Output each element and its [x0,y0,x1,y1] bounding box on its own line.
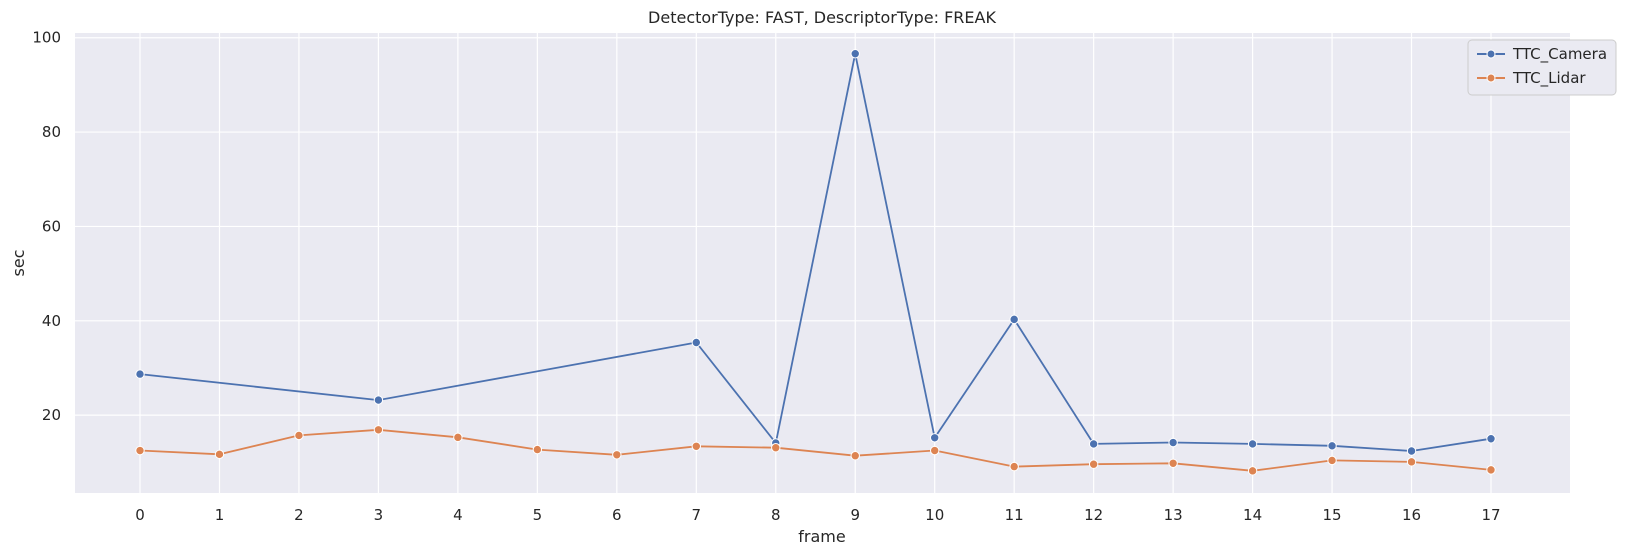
data-point-ttc-lidar [1406,457,1417,467]
x-tick-label: 12 [1084,506,1103,524]
x-tick-label: 2 [294,506,304,524]
data-point-ttc-lidar [532,444,543,455]
data-point-ttc-camera [1486,434,1496,444]
x-tick-label: 13 [1164,506,1183,524]
data-point-ttc-camera [1088,439,1099,449]
data-point-ttc-camera [850,49,860,59]
data-point-ttc-camera [1406,446,1417,456]
x-tick-label: 10 [925,506,944,524]
chart-title: DetectorType: FAST, DescriptorType: FREA… [648,8,996,27]
data-point-ttc-camera [1168,437,1178,448]
data-point-ttc-camera [1247,439,1258,449]
x-tick-label: 6 [612,506,622,524]
x-axis-label: frame [798,527,845,546]
plot-background [75,33,1570,493]
legend: TTC_Camera TTC_Lidar [1467,39,1617,96]
data-point-ttc-camera [373,395,384,405]
grid [75,33,1570,493]
y-tick-label: 40 [42,312,61,330]
x-tick-label: 8 [771,506,781,524]
data-point-ttc-camera [691,337,701,348]
x-tick-label: 4 [453,506,463,524]
x-tick-label: 11 [1005,506,1024,524]
data-point-ttc-lidar [135,445,145,456]
data-point-ttc-lidar [930,445,940,456]
data-point-ttc-lidar [1088,459,1099,469]
data-point-ttc-lidar [850,451,860,461]
data-point-ttc-lidar [453,432,463,443]
y-tick-label: 60 [42,217,61,235]
x-tick-label: 0 [135,506,145,524]
data-point-ttc-lidar [1486,465,1496,475]
data-point-ttc-camera [1327,441,1337,451]
data-point-ttc-camera [1009,314,1019,325]
x-tick-label: 9 [850,506,860,524]
legend-label-lidar: TTC_Lidar [1512,69,1586,88]
y-tick-label: 100 [32,29,61,47]
x-tick-label: 16 [1402,506,1421,524]
legend-label-camera: TTC_Camera [1512,45,1607,64]
x-tick-label: 17 [1481,506,1500,524]
series-ttc-lidar [135,425,1496,476]
x-tick-label: 3 [374,506,384,524]
y-tick-labels: 20 40 60 80 100 [32,29,61,424]
y-tick-label: 80 [42,123,61,141]
x-tick-label: 5 [533,506,543,524]
data-point-ttc-lidar [1009,461,1019,472]
series-layer [135,49,1496,476]
data-point-ttc-lidar [691,441,701,451]
series-line-ttc-lidar [139,428,1492,472]
x-tick-label: 15 [1323,506,1342,524]
data-point-ttc-lidar [1247,466,1258,476]
x-tick-label: 1 [215,506,225,524]
data-point-ttc-lidar [373,425,384,435]
data-point-ttc-camera [930,433,940,443]
data-point-ttc-camera [135,369,145,379]
data-point-ttc-lidar [771,443,781,453]
data-point-ttc-lidar [1327,455,1337,466]
x-tick-labels: 0 1 2 3 4 5 6 7 8 9 10 11 12 13 14 15 16 17 [135,506,1500,524]
data-point-ttc-lidar [294,430,304,441]
data-point-ttc-lidar [214,449,225,460]
y-tick-label: 20 [42,406,61,424]
data-point-ttc-lidar [1168,458,1178,468]
y-axis-label: sec [9,250,28,277]
data-point-ttc-lidar [612,450,622,460]
legend-marker-camera [1486,49,1496,59]
legend-marker-lidar [1486,73,1496,83]
x-tick-label: 14 [1243,506,1262,524]
x-tick-label: 7 [692,506,702,524]
